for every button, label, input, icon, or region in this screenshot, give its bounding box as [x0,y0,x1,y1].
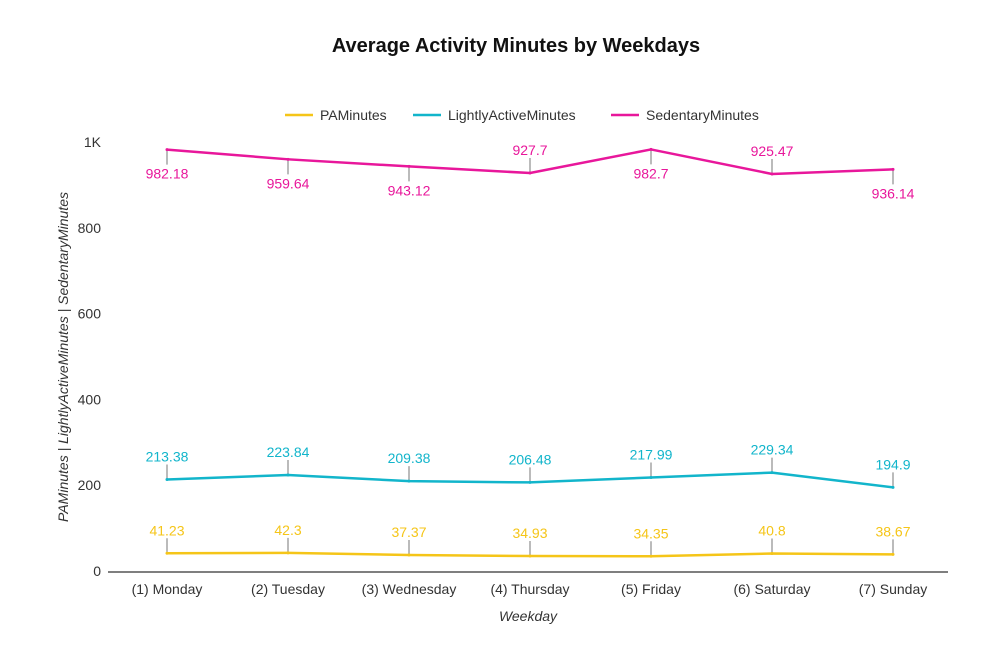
data-point [286,473,290,477]
data-point [165,477,169,481]
data-point [649,554,653,558]
data-label: 206.48 [509,451,552,467]
data-point [286,551,290,555]
data-label: 34.35 [633,525,668,541]
x-tick-label: (3) Wednesday [362,581,457,597]
data-point [165,148,169,152]
data-label: 42.3 [274,522,301,538]
data-label: 927.7 [512,142,547,158]
data-point [528,554,532,558]
data-point [407,553,411,557]
data-point [891,485,895,489]
y-tick-label: 600 [78,306,102,322]
legend-label: LightlyActiveMinutes [448,107,576,123]
x-tick-label: (2) Tuesday [251,581,325,597]
data-point [528,171,532,175]
series-SedentaryMinutes: 982.18 959.64 943.12 927.7 982.7 925.47 936.14 [146,142,915,201]
data-label: 982.18 [146,166,189,182]
legend-label: SedentaryMinutes [646,107,759,123]
x-axis: (1) Monday (2) Tuesday (3) Wednesday (4) Th… [108,571,948,597]
data-label: 38.67 [875,523,910,539]
x-tick-label: (7) Sunday [859,581,927,597]
data-point [649,475,653,479]
data-label: 34.93 [512,525,547,541]
data-point [407,164,411,168]
data-label: 925.47 [751,143,794,159]
x-tick-label: (1) Monday [132,581,203,597]
y-axis: 0 200 400 600 800 1K [78,134,102,579]
y-tick-label: 0 [93,563,101,579]
data-label: 229.34 [751,442,794,458]
data-point [649,147,653,151]
data-label: 194.9 [875,456,910,472]
data-label: 41.23 [149,522,184,538]
data-point [770,551,774,555]
x-tick-label: (6) Saturday [733,581,810,597]
x-axis-title: Weekday [499,608,558,624]
data-point [286,157,290,161]
data-point [770,172,774,176]
series-LightlyActiveMinutes: 213.38 223.84 209.38 206.48 217.99 229.34 194.… [146,442,911,489]
data-point [165,551,169,555]
data-point [528,480,532,484]
data-label: 40.8 [758,522,785,538]
data-label: 223.84 [267,444,310,460]
data-point [407,479,411,483]
chart-title: Average Activity Minutes by Weekdays [332,35,700,57]
x-tick-label: (4) Thursday [490,581,569,597]
x-tick-label: (5) Friday [621,581,681,597]
data-label: 943.12 [388,182,431,198]
y-axis-title: PAMinutes | LightlyActiveMinutes | Seden… [55,192,71,522]
data-label: 959.64 [267,175,310,191]
y-tick-label: 200 [78,477,102,493]
y-tick-label: 800 [78,220,102,236]
data-label: 217.99 [630,446,673,462]
data-label: 213.38 [146,448,189,464]
data-label: 936.14 [872,185,915,201]
series-PAMinutes: 41.23 42.3 37.37 34.93 34.35 40.8 38.67 [149,522,911,558]
data-label: 37.37 [391,524,426,540]
data-point [770,471,774,475]
data-point [891,167,895,171]
y-tick-label: 400 [78,391,102,407]
data-label: 982.7 [633,165,668,181]
legend-label: PAMinutes [320,107,387,123]
legend: PAMinutes LightlyActiveMinutes SedentaryMi… [285,107,759,123]
data-label: 209.38 [388,450,431,466]
y-tick-label: 1K [84,134,102,150]
data-point [891,552,895,556]
